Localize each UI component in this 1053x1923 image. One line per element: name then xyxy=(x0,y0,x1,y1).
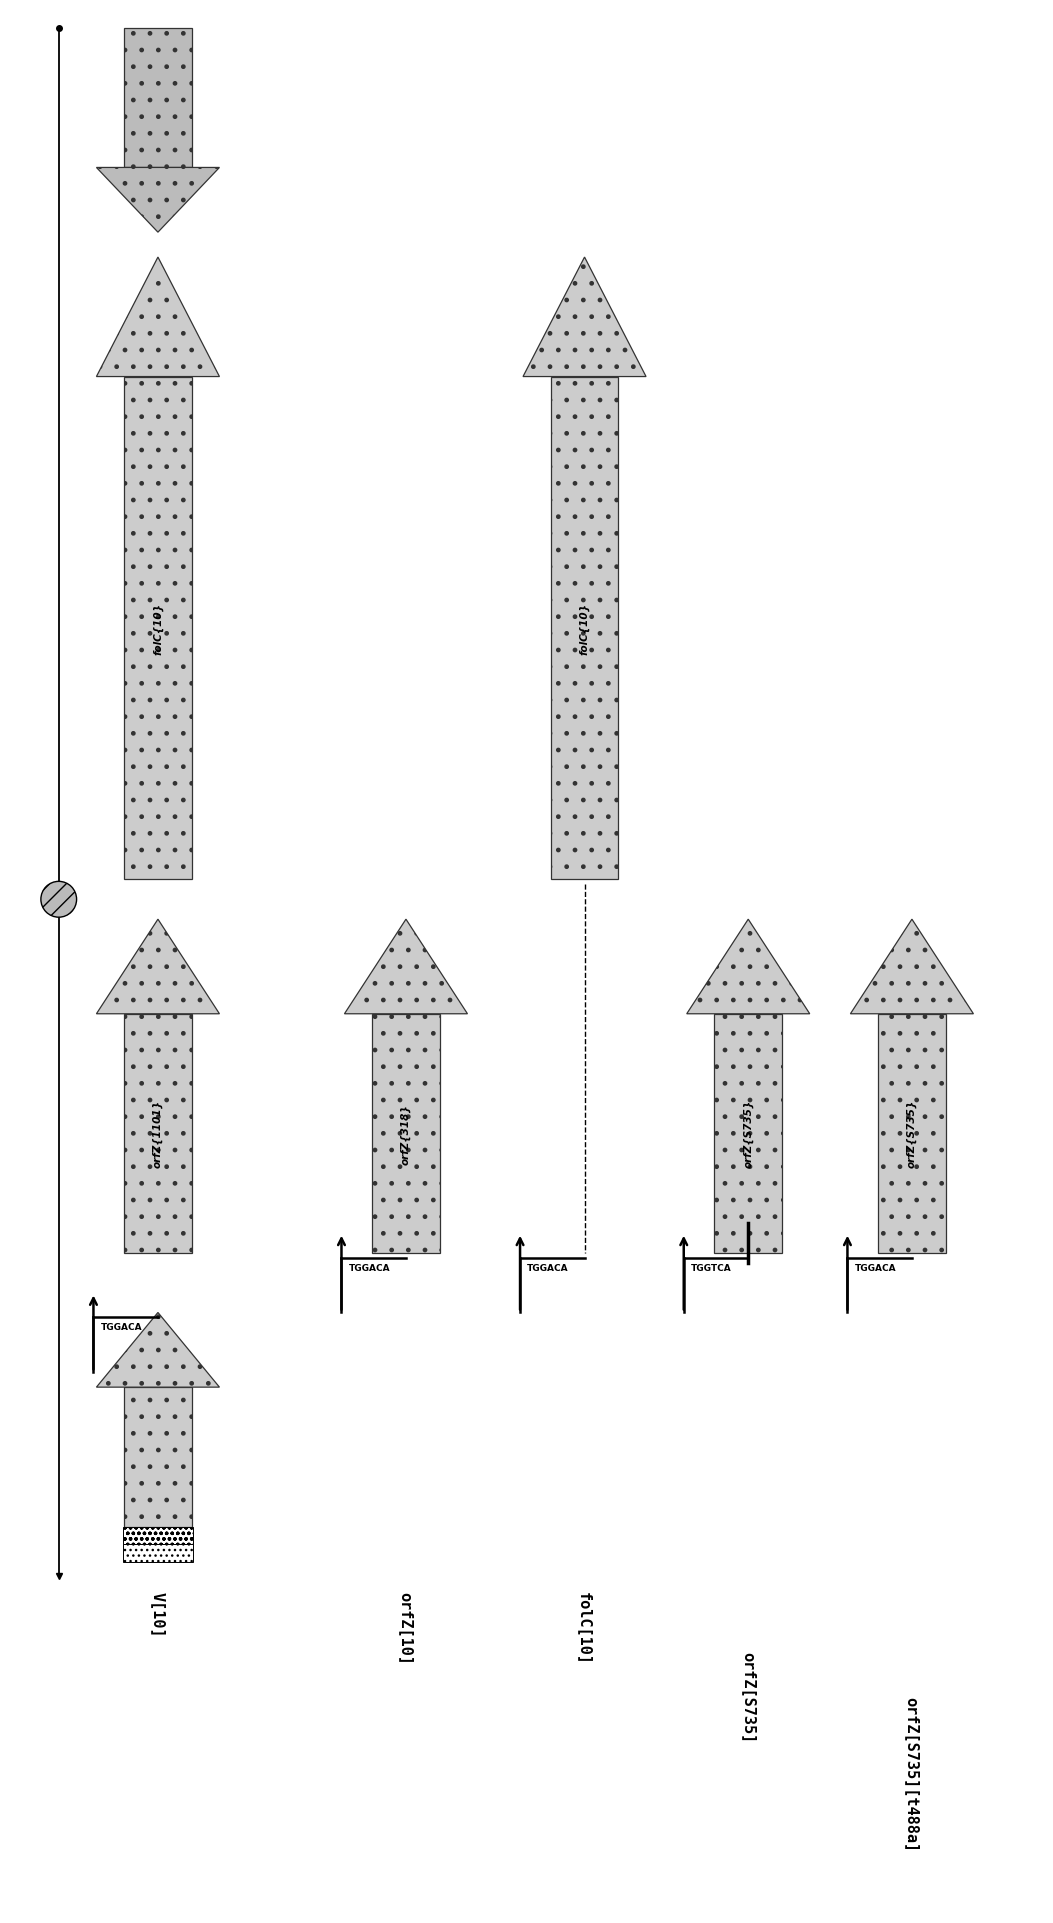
Polygon shape xyxy=(344,919,468,1013)
Polygon shape xyxy=(851,919,973,1013)
Bar xyxy=(714,1013,782,1254)
Polygon shape xyxy=(97,919,219,1013)
Polygon shape xyxy=(97,1313,219,1386)
Text: TGGACA: TGGACA xyxy=(100,1323,142,1333)
Bar xyxy=(372,1013,440,1254)
Bar xyxy=(878,1013,946,1254)
Bar xyxy=(123,1527,193,1544)
Bar xyxy=(124,1013,192,1254)
Text: folC{10}: folC{10} xyxy=(579,602,590,654)
Polygon shape xyxy=(523,258,647,377)
Text: orfZ{S735}: orfZ{S735} xyxy=(743,1100,753,1167)
Text: folC[10]: folC[10] xyxy=(577,1592,592,1665)
Text: orfZ{1101}: orfZ{1101} xyxy=(153,1100,163,1167)
Text: TGGACA: TGGACA xyxy=(854,1263,896,1271)
Text: orfZ[S735][t488a]: orfZ[S735][t488a] xyxy=(905,1696,919,1852)
Bar xyxy=(124,29,192,169)
Text: orfZ[10]: orfZ[10] xyxy=(398,1592,414,1665)
Text: folC{10}: folC{10} xyxy=(153,602,163,654)
Text: TGGACA: TGGACA xyxy=(349,1263,390,1271)
Text: orfZ[S735]: orfZ[S735] xyxy=(740,1652,756,1742)
Bar xyxy=(124,1386,192,1527)
Polygon shape xyxy=(97,169,219,233)
Bar xyxy=(551,377,618,881)
Text: TGGTCA: TGGTCA xyxy=(691,1263,732,1271)
Bar xyxy=(124,377,192,881)
Text: V[10]: V[10] xyxy=(151,1592,165,1636)
Bar xyxy=(123,1544,193,1563)
Polygon shape xyxy=(97,258,219,377)
Text: TGGACA: TGGACA xyxy=(526,1263,569,1271)
Circle shape xyxy=(41,883,77,917)
Polygon shape xyxy=(687,919,810,1013)
Text: orfZ{318}: orfZ{318} xyxy=(401,1104,411,1163)
Text: orfZ{S735}: orfZ{S735} xyxy=(907,1100,917,1167)
